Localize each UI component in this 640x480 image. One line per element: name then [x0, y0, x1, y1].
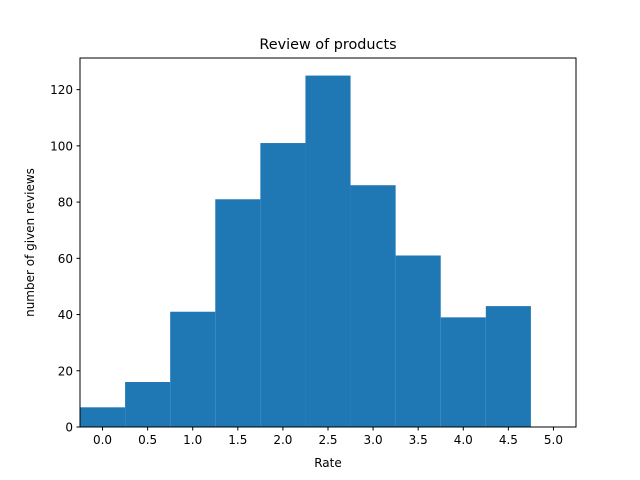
x-axis-label: Rate — [314, 456, 342, 470]
histogram-bar-5 — [305, 75, 351, 428]
x-tick-label-1: 0.5 — [138, 433, 157, 447]
x-tick-label-7: 3.5 — [409, 433, 428, 447]
histogram-bar-9 — [485, 306, 531, 427]
chart-title: Review of products — [259, 37, 396, 53]
y-tick-label-5: 100 — [50, 139, 73, 153]
x-tick-label-5: 2.5 — [318, 433, 337, 447]
histogram-bar-3 — [215, 199, 261, 427]
x-tick-label-3: 1.5 — [228, 433, 247, 447]
histogram-bar-8 — [440, 317, 486, 427]
histogram-bar-6 — [350, 185, 396, 427]
y-tick-label-3: 60 — [58, 252, 73, 266]
bars-group — [80, 75, 531, 428]
y-tick-label-0: 0 — [65, 421, 73, 435]
y-tick-label-4: 80 — [58, 196, 73, 210]
x-tick-label-8: 4.0 — [454, 433, 473, 447]
histogram-bar-1 — [125, 382, 171, 427]
histogram-bar-2 — [170, 311, 216, 427]
x-tick-label-4: 2.0 — [273, 433, 292, 447]
x-tick-label-6: 3.0 — [364, 433, 383, 447]
x-axis-ticks: 0.0 0.5 1.0 1.5 2.0 2.5 3.0 3.5 4.0 4.5 5.0 — [93, 427, 563, 447]
y-tick-label-6: 120 — [50, 83, 73, 97]
histogram-bar-0 — [80, 407, 126, 427]
y-axis-label: number of given reviews — [23, 168, 37, 317]
x-tick-label-9: 4.5 — [499, 433, 518, 447]
histogram-bar-4 — [260, 143, 306, 427]
x-tick-label-10: 5.0 — [544, 433, 563, 447]
y-axis-ticks: 0 20 40 60 80 100 120 — [50, 83, 80, 435]
x-tick-label-2: 1.0 — [183, 433, 202, 447]
histogram-bar-7 — [395, 255, 441, 427]
x-tick-label-0: 0.0 — [93, 433, 112, 447]
y-tick-label-2: 40 — [58, 308, 73, 322]
y-tick-label-1: 20 — [58, 364, 73, 378]
